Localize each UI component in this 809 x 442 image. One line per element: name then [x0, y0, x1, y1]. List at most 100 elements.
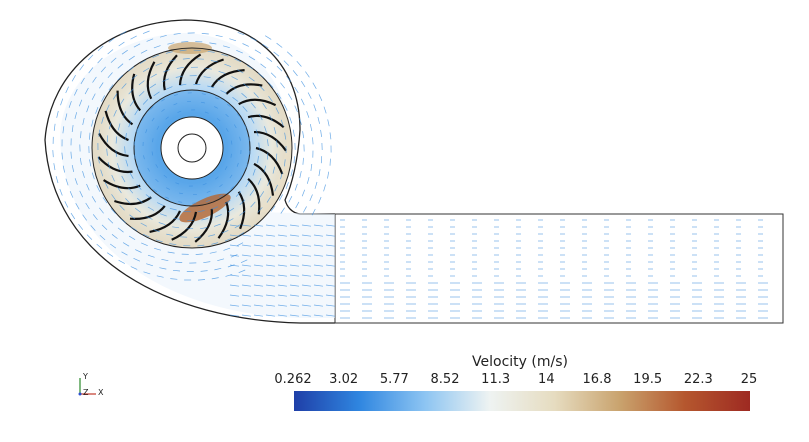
velocity-vector [145, 194, 152, 199]
velocity-vector [115, 149, 117, 157]
velocity-vector [168, 59, 176, 62]
velocity-vector [136, 184, 142, 190]
velocity-vector [62, 126, 65, 134]
velocity-vector [313, 284, 324, 287]
velocity-vector [88, 54, 94, 61]
velocity-vector [153, 45, 161, 49]
velocity-vector [229, 244, 240, 247]
velocity-vector [53, 163, 56, 171]
velocity-vector [211, 206, 219, 210]
impeller-blade [194, 208, 213, 243]
velocity-vector [203, 76, 211, 79]
velocity-vector [117, 74, 124, 81]
velocity-vector [137, 167, 140, 172]
impeller-blade [146, 61, 156, 100]
velocity-vector [299, 118, 302, 126]
velocity-vector [276, 140, 278, 148]
velocity-vector [266, 196, 272, 203]
velocity-vector [118, 41, 125, 47]
velocity-vector [258, 72, 264, 78]
velocity-vector [215, 176, 219, 180]
velocity-vector [208, 234, 216, 237]
velocity-vector [301, 234, 312, 237]
legend-tick-label: 19.5 [633, 372, 663, 387]
velocity-vector [276, 42, 283, 48]
velocity-vector [274, 184, 278, 192]
velocity-vector [277, 264, 288, 267]
velocity-vector [79, 64, 85, 71]
velocity-vector [248, 55, 256, 61]
velocity-vector [109, 243, 117, 249]
velocity-vector [250, 117, 255, 124]
velocity-vector [244, 124, 247, 129]
velocity-vector [277, 234, 288, 237]
velocity-vector [239, 175, 243, 180]
velocity-vector [125, 198, 131, 204]
velocity-vector [265, 35, 272, 40]
velocity-vector [325, 254, 336, 257]
velocity-vector [74, 112, 78, 119]
velocity-vector [253, 304, 264, 307]
velocity-vector [69, 191, 74, 198]
velocity-vector [86, 105, 90, 113]
velocity-vector [313, 304, 324, 307]
velocity-vector [153, 91, 160, 97]
velocity-vector [262, 43, 269, 49]
velocity-vector [135, 249, 142, 253]
velocity-vector [277, 244, 288, 247]
velocity-vector [71, 125, 74, 133]
velocity-vector [229, 38, 237, 42]
velocity-vector [175, 261, 183, 263]
velocity-vector [152, 54, 160, 58]
velocity-vector [241, 314, 252, 317]
velocity-vector [107, 72, 113, 79]
legend-tick-label: 8.52 [430, 372, 460, 387]
velocity-vector [236, 113, 240, 117]
velocity-vector [74, 178, 78, 185]
velocity-vector [89, 159, 92, 167]
velocity-vector [202, 183, 207, 186]
velocity-vector [159, 34, 167, 38]
velocity-vector [179, 83, 187, 86]
velocity-vector [129, 172, 134, 179]
velocity-vector [110, 208, 116, 214]
velocity-vector [267, 139, 269, 147]
legend-tick-label: 22.3 [683, 372, 713, 387]
velocity-vector [265, 294, 276, 297]
velocity-vector [84, 87, 89, 95]
velocity-vector [80, 131, 82, 139]
velocity-vector [143, 67, 150, 72]
velocity-vector [280, 82, 285, 89]
velocity-vector [241, 234, 252, 237]
velocity-vector [265, 314, 276, 317]
velocity-vector [90, 225, 96, 231]
velocity-vector [156, 126, 160, 130]
velocity-vector [301, 224, 312, 227]
velocity-vector [306, 177, 310, 184]
velocity-vector [143, 271, 151, 275]
velocity-vector [86, 234, 93, 240]
velocity-vector [277, 314, 288, 317]
velocity-vector [311, 208, 316, 216]
velocity-vector [280, 172, 283, 180]
velocity-vector [301, 189, 306, 197]
velocity-vector [289, 304, 300, 307]
velocity-vector [165, 196, 169, 199]
velocity-vector [64, 113, 68, 121]
velocity-vector [128, 66, 135, 72]
velocity-vector [329, 132, 332, 140]
axis-z-label: Z [83, 388, 89, 397]
velocity-vector [283, 60, 290, 66]
velocity-vector [230, 186, 234, 190]
impeller-blade [237, 191, 246, 230]
velocity-vector [152, 229, 160, 233]
velocity-vector [275, 153, 278, 161]
velocity-vector [293, 156, 295, 164]
high-velocity-region-lower [179, 193, 231, 223]
velocity-vector [229, 314, 240, 317]
velocity-vector [88, 67, 94, 74]
velocity-vector [214, 106, 218, 109]
velocity-vector [253, 234, 264, 237]
velocity-vector [312, 82, 317, 89]
